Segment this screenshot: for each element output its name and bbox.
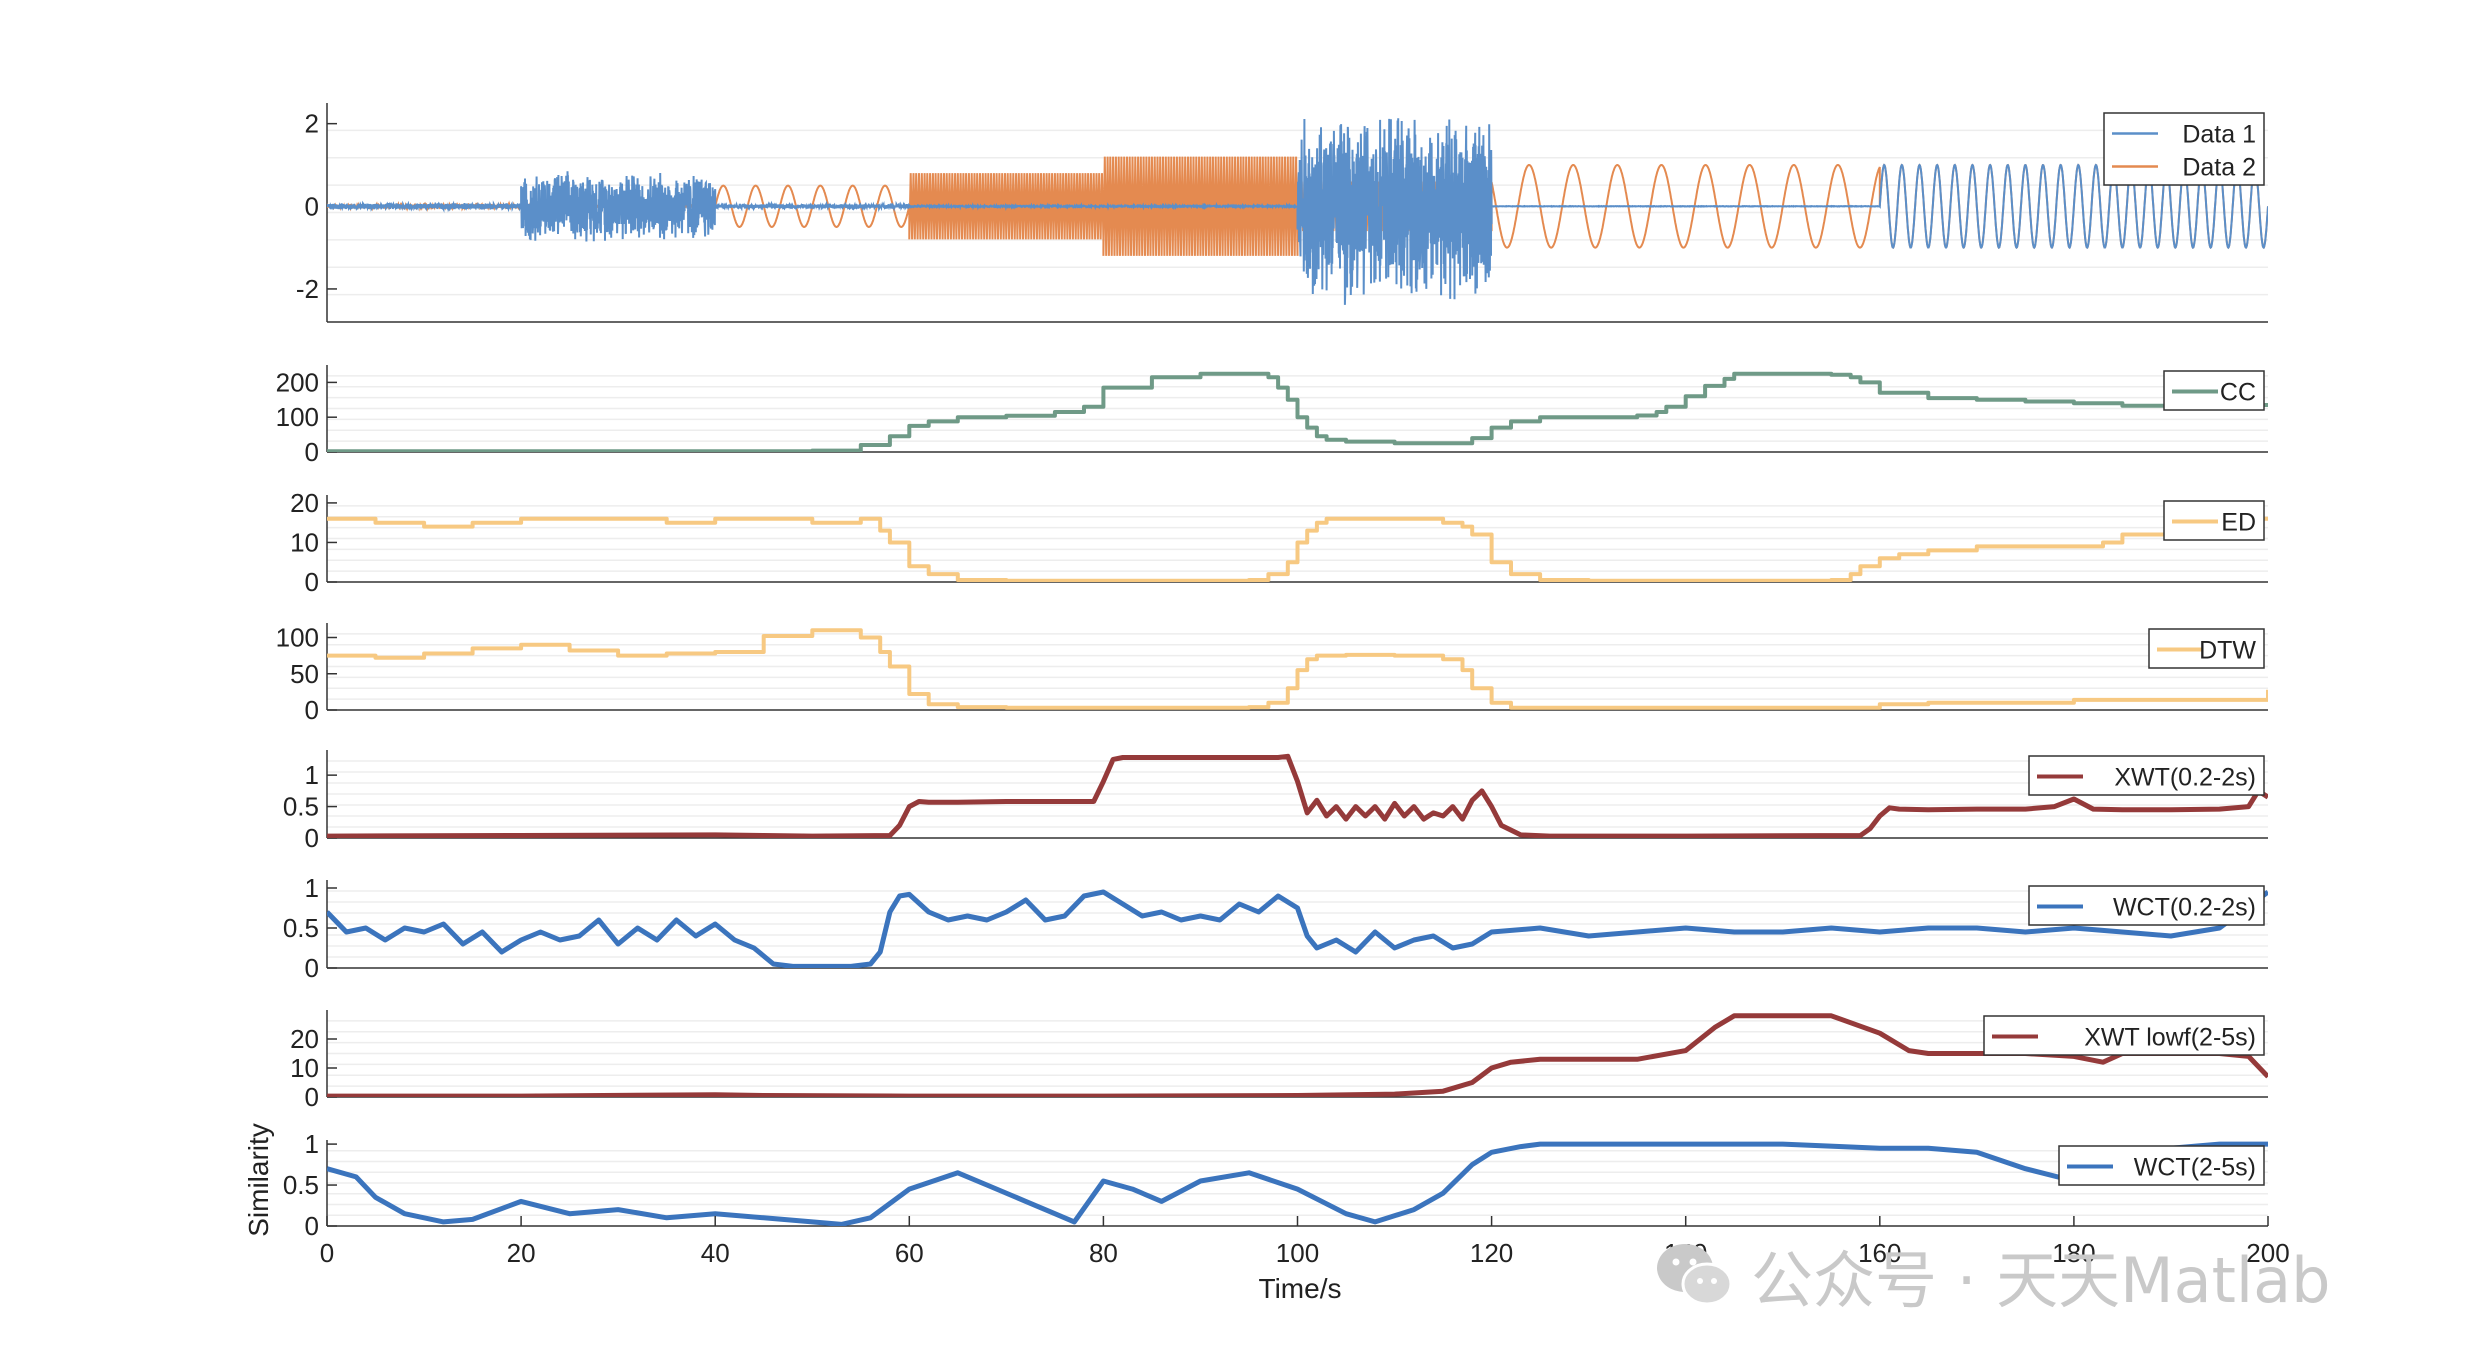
x-axis-label: Time/s <box>1259 1273 1342 1304</box>
y-axis-label: Similarity <box>243 1123 274 1237</box>
series-line-wct-0-2-2s- <box>327 889 2268 968</box>
series-line-wct-2-5s- <box>327 1141 2268 1226</box>
y-tick-label: 0.5 <box>283 1170 319 1200</box>
y-tick-label: 100 <box>276 623 319 653</box>
legend-label: CC <box>2220 379 2256 407</box>
x-tick-label: 0 <box>320 1238 334 1268</box>
legend-label: WCT(0.2-2s) <box>2113 894 2256 922</box>
y-tick-label: 1 <box>305 1129 319 1159</box>
panel-6: 0 0.5 1 WCT(0.2-2s) <box>283 873 2268 983</box>
y-tick-label: -2 <box>296 274 319 304</box>
panel-8: 0 0.5 1 WCT(2-5s) <box>283 1129 2268 1241</box>
legend-box <box>2148 628 2265 669</box>
legend-label: Data 2 <box>2182 154 2256 182</box>
panel-1: -2 0 2 Data 1 Data 2 <box>296 103 2268 323</box>
y-tick-label: 200 <box>276 367 319 397</box>
wechat-icon <box>1657 1244 1733 1306</box>
panel-5: 00.51 XWT(0.2-2s) <box>283 750 2268 853</box>
y-tick-label: 0 <box>305 567 319 597</box>
legend-label: XWT(0.2-2s) <box>2114 764 2256 792</box>
y-tick-label: 0.5 <box>283 913 319 943</box>
y-tick-label: 20 <box>290 488 319 518</box>
x-tick-label: 100 <box>1276 1238 1319 1268</box>
legend-label: WCT(2-5s) <box>2134 1154 2256 1182</box>
series-line-dtw <box>327 628 2268 710</box>
y-tick-label: 100 <box>276 402 319 432</box>
series-line-xwt-0-2-2s- <box>327 753 2268 838</box>
y-tick-label: 0 <box>305 437 319 467</box>
watermark: 公众号 · 天天Matlab <box>1655 1230 2331 1320</box>
panel-4: 0 50 100 DTW <box>276 623 2268 725</box>
y-tick-label: 0 <box>305 1082 319 1112</box>
x-tick-label: 180 <box>2052 1238 2095 1268</box>
y-tick-label: 0 <box>305 1211 319 1241</box>
y-tick-label: 0.5 <box>283 792 319 822</box>
panel-2: 0 100 200 CC <box>276 365 2268 467</box>
legend-label: ED <box>2221 509 2256 537</box>
x-tick-label: 120 <box>1470 1238 1513 1268</box>
series-line-xwt-lowf-2-5s- <box>327 1013 2268 1097</box>
panel-3: 0 10 20 ED <box>290 488 2268 597</box>
y-tick-label: 0 <box>305 191 319 221</box>
x-tick-label: 160 <box>1858 1238 1901 1268</box>
y-tick-label: 1 <box>305 760 319 790</box>
legend-box <box>2103 112 2265 186</box>
series-line-ed <box>327 516 2268 582</box>
x-tick-label: 200 <box>2246 1238 2289 1268</box>
legend-label: DTW <box>2199 637 2256 665</box>
x-tick-label: 60 <box>895 1238 924 1268</box>
y-tick-label: 10 <box>290 1053 319 1083</box>
x-tick-label: 20 <box>507 1238 536 1268</box>
x-tick-label: 80 <box>1089 1238 1118 1268</box>
series-line-cc <box>327 371 2268 452</box>
legend-label: XWT lowf(2-5s) <box>2084 1024 2256 1052</box>
series-line-data-1 <box>327 118 2268 305</box>
y-tick-label: 10 <box>290 527 319 557</box>
y-tick-label: 2 <box>305 109 319 139</box>
legend-label: Data 1 <box>2182 121 2256 149</box>
y-tick-label: 20 <box>290 1024 319 1054</box>
y-tick-label: 0 <box>305 953 319 983</box>
x-tick-label: 40 <box>701 1238 730 1268</box>
watermark-text: 公众号 · 天天Matlab <box>1751 1244 2331 1317</box>
y-tick-label: 50 <box>290 659 319 689</box>
y-tick-label: 0 <box>305 695 319 725</box>
y-tick-label: 0 <box>305 823 319 853</box>
y-tick-label: 1 <box>305 873 319 903</box>
